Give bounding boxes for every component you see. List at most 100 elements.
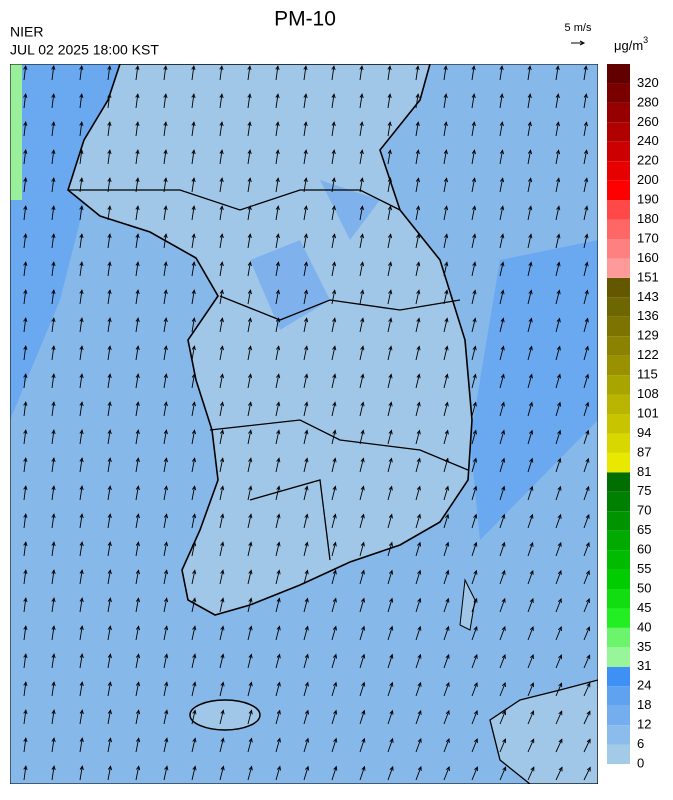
wind-arrow bbox=[107, 149, 112, 165]
wind-arrow bbox=[191, 737, 197, 753]
wind-arrow bbox=[247, 765, 253, 781]
colorbar-segment bbox=[607, 686, 630, 706]
wind-arrow bbox=[471, 738, 478, 753]
wind-arrow bbox=[191, 233, 196, 249]
wind-arrow bbox=[303, 681, 309, 697]
wind-arrow bbox=[107, 373, 112, 389]
wind-arrow bbox=[359, 345, 365, 361]
wind-arrow bbox=[219, 457, 225, 473]
wind-arrow bbox=[331, 233, 336, 249]
wind-arrow bbox=[359, 261, 365, 277]
wind-arrow bbox=[527, 457, 534, 473]
wind-arrow bbox=[443, 681, 450, 697]
wind-arrow bbox=[219, 737, 225, 753]
wind-arrow bbox=[191, 513, 197, 529]
colorbar-segment bbox=[607, 336, 630, 356]
wind-arrow bbox=[219, 121, 224, 137]
wind-arrow bbox=[387, 261, 393, 277]
wind-arrow bbox=[471, 233, 477, 249]
colorbar-label: 87 bbox=[637, 444, 651, 459]
wind-arrow bbox=[219, 541, 225, 557]
wind-arrow bbox=[135, 373, 140, 389]
wind-arrow bbox=[219, 373, 225, 389]
wind-arrow bbox=[303, 261, 309, 277]
wind-arrow bbox=[331, 429, 337, 445]
wind-arrow bbox=[247, 569, 253, 585]
wind-arrow bbox=[79, 317, 84, 333]
wind-arrow bbox=[107, 653, 112, 669]
colorbar-label: 101 bbox=[637, 405, 659, 420]
wind-arrow bbox=[163, 541, 169, 557]
wind-arrow bbox=[23, 401, 28, 417]
colorbar-label: 12 bbox=[637, 717, 651, 732]
colorbar-label: 6 bbox=[637, 736, 644, 751]
wind-arrow bbox=[359, 513, 365, 529]
wind-arrow bbox=[359, 485, 365, 501]
colorbar-segment bbox=[607, 316, 630, 337]
colorbar-segment bbox=[607, 608, 630, 628]
wind-arrow bbox=[107, 709, 112, 725]
wind-arrow bbox=[23, 597, 28, 613]
wind-arrow bbox=[331, 205, 336, 221]
wind-arrow bbox=[303, 597, 309, 613]
colorbar-segment bbox=[607, 297, 630, 317]
wind-arrow bbox=[135, 513, 140, 529]
wind-arrow bbox=[583, 654, 591, 669]
wind-arrow bbox=[387, 65, 392, 81]
wind-arrow bbox=[359, 149, 364, 165]
wind-arrow bbox=[107, 205, 112, 221]
colorbar-segment bbox=[607, 472, 630, 492]
wind-arrow bbox=[23, 485, 28, 501]
wind-arrow bbox=[359, 317, 365, 333]
wind-arrow bbox=[443, 737, 450, 753]
wind-arrow bbox=[51, 93, 56, 109]
wind-arrow bbox=[51, 569, 56, 585]
wind-arrow bbox=[275, 345, 281, 361]
wind-arrow bbox=[191, 289, 196, 305]
wind-arrow bbox=[443, 401, 449, 417]
colorbar-segment bbox=[607, 219, 630, 239]
wind-arrow bbox=[499, 205, 505, 221]
wind-arrow bbox=[499, 710, 506, 725]
wind-arrow bbox=[135, 765, 141, 781]
wind-arrow bbox=[79, 373, 84, 389]
wind-arrow bbox=[275, 177, 280, 193]
wind-arrow bbox=[51, 149, 56, 165]
wind-arrow bbox=[415, 569, 422, 585]
wind-arrow bbox=[359, 65, 364, 81]
wind-arrow bbox=[471, 513, 478, 529]
wind-arrow bbox=[51, 177, 56, 193]
wind-arrow bbox=[163, 709, 169, 725]
wind-arrow bbox=[135, 709, 141, 725]
wind-scale-label: 5 m/s bbox=[565, 22, 592, 34]
colorbar-segment bbox=[607, 375, 630, 395]
wind-arrow bbox=[23, 177, 28, 193]
wind-arrow bbox=[331, 93, 336, 109]
wind-arrow bbox=[387, 93, 392, 109]
wind-arrow bbox=[23, 289, 28, 305]
wind-arrow bbox=[79, 485, 84, 501]
colorbar-label: 320 bbox=[637, 75, 659, 90]
wind-arrow bbox=[471, 625, 478, 641]
wind-arrow bbox=[163, 681, 169, 697]
wind-arrow bbox=[359, 653, 366, 669]
wind-arrow bbox=[79, 205, 84, 221]
wind-arrow bbox=[219, 149, 224, 165]
wind-arrow bbox=[219, 597, 225, 613]
wind-arrow bbox=[51, 121, 56, 137]
colorbar-label: 75 bbox=[637, 483, 651, 498]
wind-arrow bbox=[163, 149, 168, 165]
wind-arrow bbox=[387, 681, 394, 697]
wind-arrow bbox=[23, 65, 28, 81]
wind-arrow bbox=[359, 289, 365, 305]
wind-arrow bbox=[359, 765, 366, 781]
wind-arrow bbox=[583, 682, 591, 697]
wind-arrow bbox=[499, 233, 505, 249]
wind-arrow bbox=[499, 429, 506, 445]
wind-arrow bbox=[51, 373, 56, 389]
wind-arrow bbox=[555, 177, 561, 193]
wind-arrow bbox=[527, 710, 535, 725]
wind-arrow bbox=[247, 205, 252, 221]
wind-arrow bbox=[387, 177, 392, 193]
colorbar-segment bbox=[607, 666, 630, 687]
